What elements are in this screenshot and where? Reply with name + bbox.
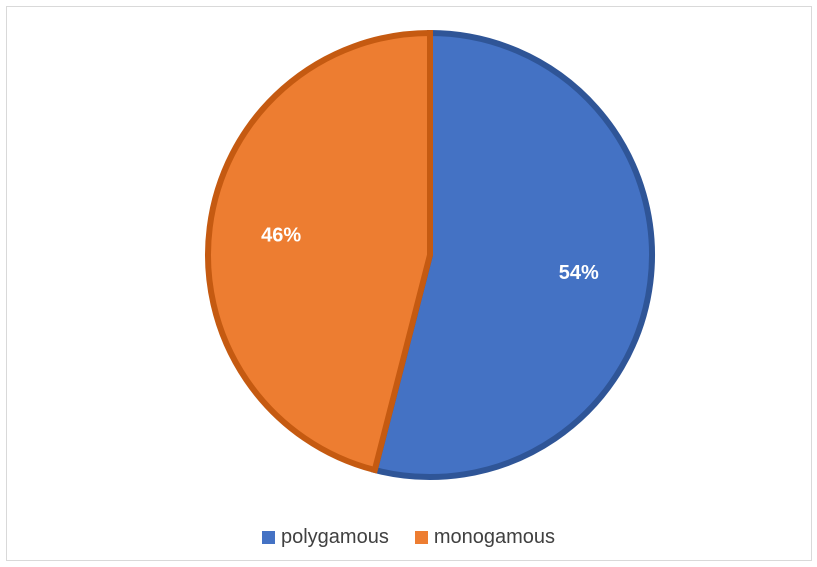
pie-slices bbox=[205, 29, 655, 480]
pie-data-labels: 54% 46% bbox=[261, 224, 599, 284]
legend-label-monogamous: monogamous bbox=[433, 526, 556, 548]
data-label-monogamous: 46% bbox=[261, 224, 301, 246]
legend: polygamous monogamous bbox=[0, 526, 817, 549]
legend-swatch-polygamous bbox=[261, 531, 275, 544]
data-label-polygamous: 54% bbox=[559, 262, 599, 284]
legend-swatch-monogamous bbox=[414, 531, 428, 544]
pie-slice-polygamous bbox=[371, 29, 655, 480]
legend-item-monogamous: monogamous bbox=[414, 526, 556, 549]
legend-label-polygamous: polygamous bbox=[280, 526, 389, 548]
pie-slice-monogamous bbox=[205, 29, 433, 474]
legend-item-polygamous: polygamous bbox=[261, 526, 389, 549]
